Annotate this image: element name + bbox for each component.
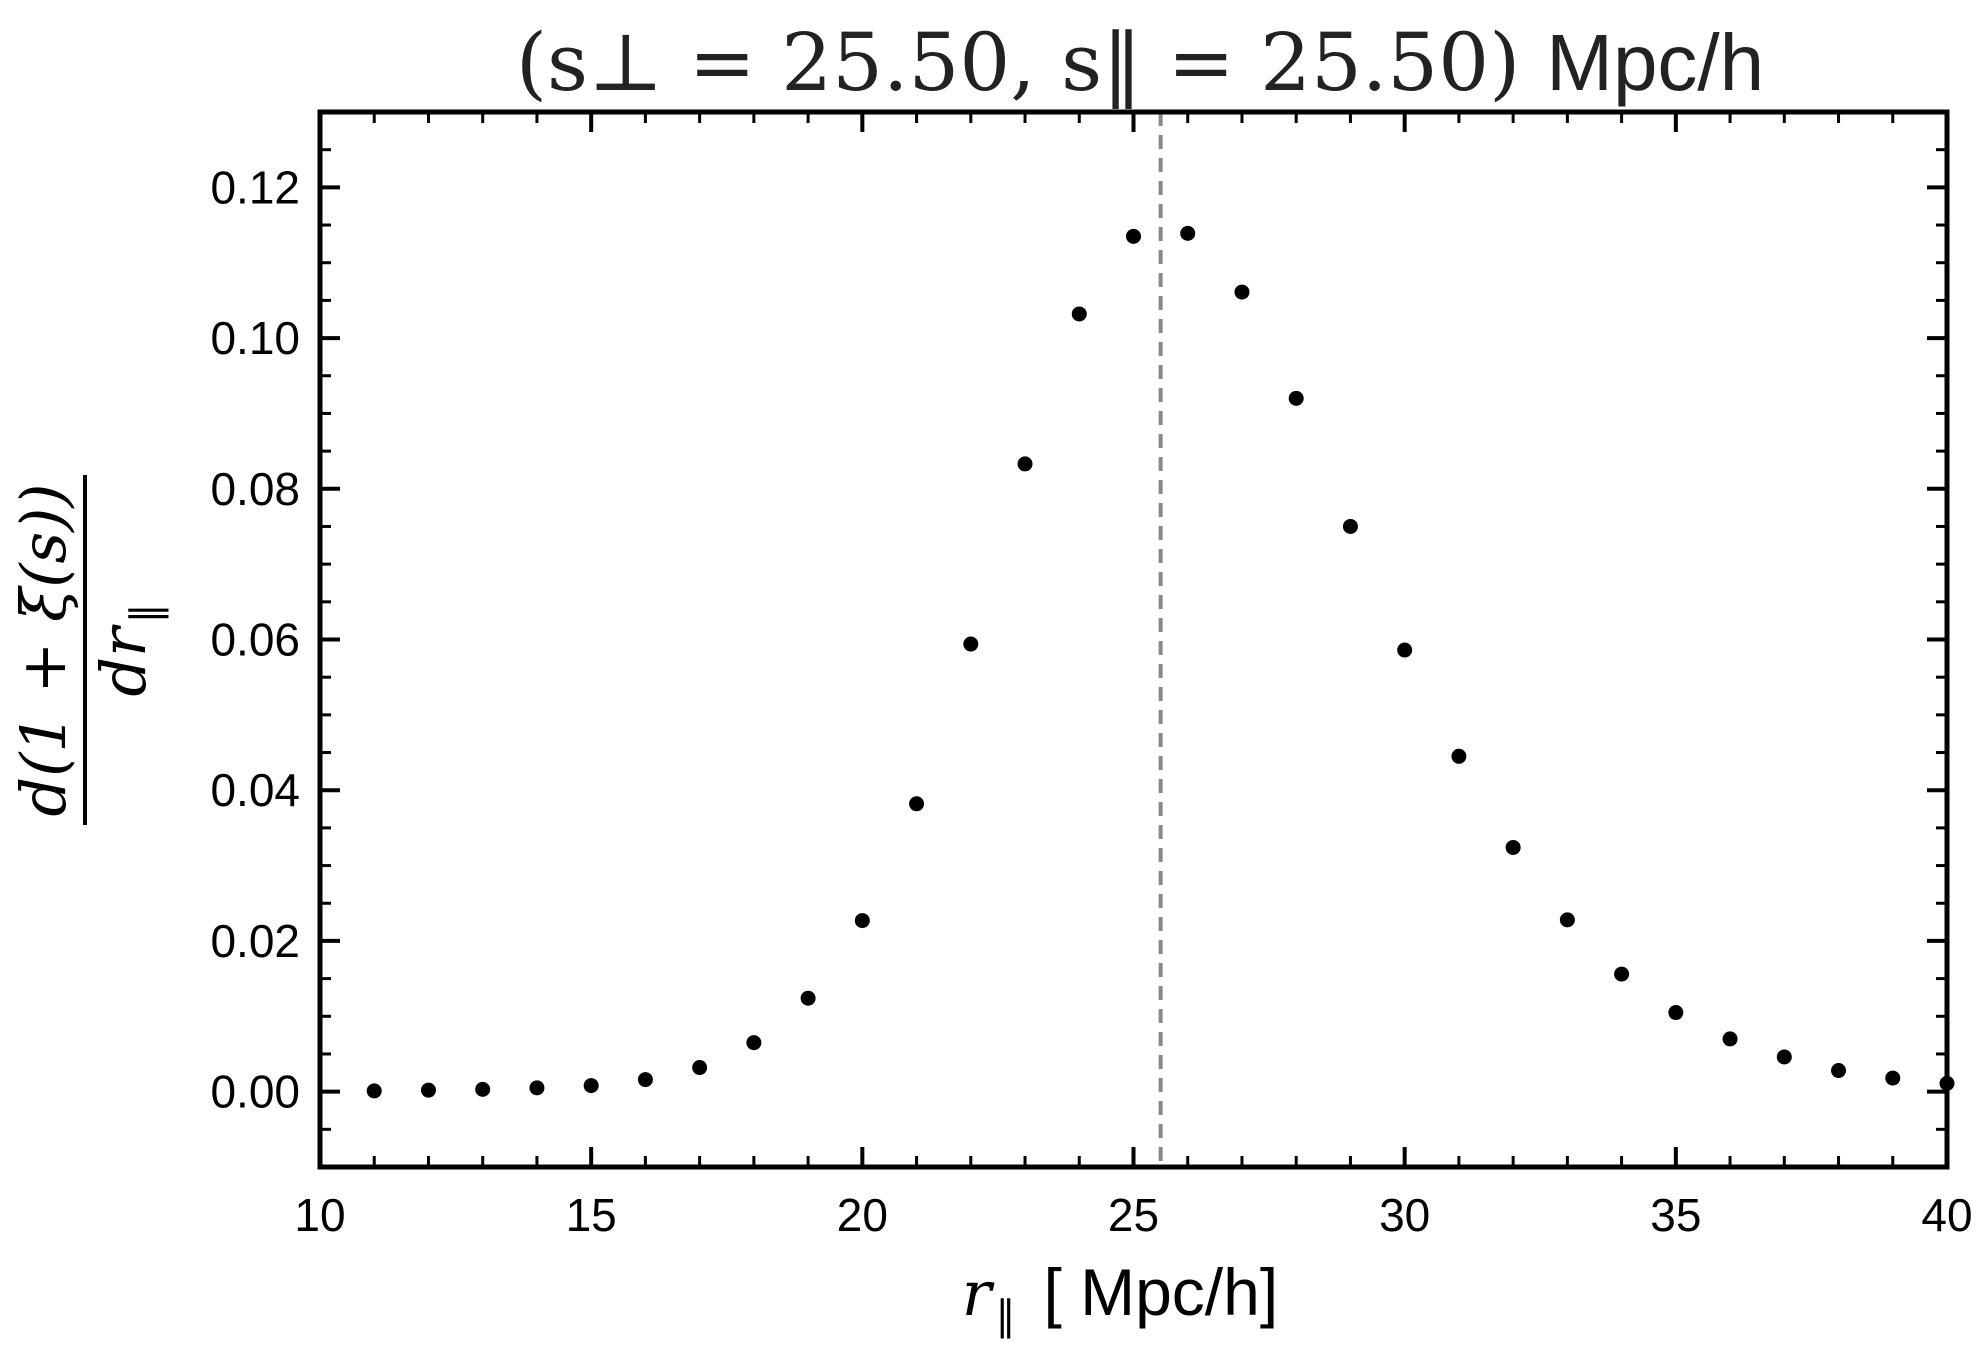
data-point [1722, 1031, 1738, 1047]
y-tick-label: 0.06 [210, 614, 300, 666]
y-tick-label: 0.00 [210, 1066, 300, 1118]
data-point [1614, 966, 1630, 982]
data-point [800, 990, 816, 1006]
ticks-layer [318, 110, 1949, 1169]
data-point [1071, 306, 1087, 322]
data-point [854, 913, 870, 929]
x-tick-label: 25 [1108, 1189, 1159, 1241]
data-point [1885, 1070, 1901, 1086]
data-point [583, 1078, 599, 1094]
data-point [529, 1080, 545, 1096]
y-axis-numerator: d(1 + ξ(s)) [7, 483, 80, 816]
data-point [1397, 642, 1413, 658]
x-tick-label: 35 [1650, 1189, 1701, 1241]
data-point [1831, 1063, 1847, 1079]
y-axis-denominator-symbol: dr [87, 624, 160, 697]
data-point [746, 1035, 762, 1051]
y-tick-label: 0.12 [210, 161, 300, 213]
data-point [475, 1081, 491, 1097]
data-point [692, 1060, 708, 1076]
data-point [1451, 748, 1467, 764]
x-tick-label: 20 [837, 1189, 888, 1241]
chart-title: (s⊥ = 25.50, s‖ = 25.50) Mpc/h [516, 16, 1764, 109]
data-point [1017, 456, 1033, 472]
y-axis-label: d(1 + ξ(s)) dr ‖ [7, 475, 169, 825]
data-point [1776, 1049, 1792, 1065]
y-tick-label: 0.02 [210, 915, 300, 967]
data-point [1505, 839, 1521, 855]
x-tick-label: 30 [1379, 1189, 1430, 1241]
data-point [1559, 912, 1575, 928]
chart-title-unit: Mpc/h [1546, 18, 1764, 107]
data-point [1126, 228, 1141, 244]
x-tick-labels: 10 15 20 25 30 35 40 [294, 1189, 1972, 1241]
x-axis-subscript: ‖ [995, 1293, 1015, 1339]
x-tick-label: 15 [566, 1189, 617, 1241]
data-point [1342, 518, 1358, 534]
chart-title-math: (s⊥ = 25.50, s‖ = 25.50) [516, 16, 1520, 109]
y-tick-label: 0.04 [210, 764, 300, 816]
y-tick-labels: 0.00 0.02 0.04 0.06 0.08 0.10 0.12 [210, 161, 300, 1117]
x-axis-unit: [ Mpc/h] [1043, 1255, 1278, 1329]
y-tick-label: 0.08 [210, 463, 300, 515]
y-tick-label: 0.10 [210, 312, 300, 364]
y-axis-denominator-subscript: ‖ [123, 603, 169, 623]
data-point [1234, 284, 1250, 300]
data-point [1180, 225, 1196, 241]
data-point [637, 1072, 653, 1088]
data-point [420, 1082, 436, 1098]
data-point [366, 1083, 382, 1099]
plot-frame [317, 109, 1950, 1170]
data-point [963, 636, 979, 652]
data-point [1668, 1005, 1684, 1021]
data-point [909, 796, 925, 812]
x-axis-symbol: r [962, 1257, 995, 1330]
x-tick-label: 40 [1921, 1189, 1972, 1241]
x-axis-label: r ‖ [ Mpc/h] [962, 1255, 1278, 1339]
y-axis-denominator: dr ‖ [87, 603, 169, 696]
x-tick-label: 10 [294, 1189, 345, 1241]
data-point [1288, 390, 1304, 406]
data-points-layer [366, 225, 1955, 1099]
